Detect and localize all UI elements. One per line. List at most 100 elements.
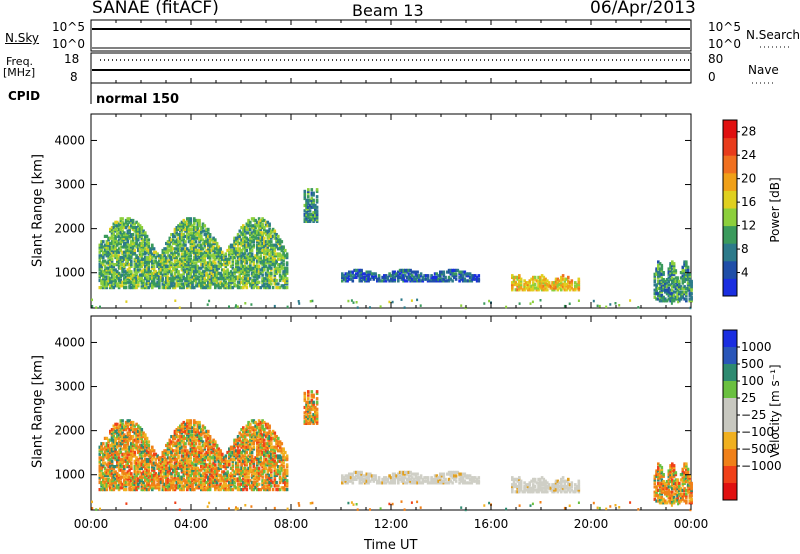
data-cell (458, 275, 461, 279)
data-cell (135, 422, 138, 426)
data-cell (205, 468, 208, 472)
data-cell (123, 282, 126, 286)
data-cell (467, 274, 470, 278)
data-cell (472, 275, 475, 279)
data-cell (561, 282, 565, 287)
data-cell (196, 472, 200, 476)
data-cell (105, 470, 109, 474)
data-cell (194, 284, 198, 288)
data-cell (187, 240, 191, 244)
data-cell (658, 293, 662, 298)
data-cell (200, 286, 203, 290)
data-cell (130, 261, 133, 265)
data-cell (158, 473, 161, 477)
data-cell (205, 452, 208, 456)
data-cell (194, 271, 198, 275)
data-cell (110, 456, 114, 460)
data-cell (121, 280, 124, 284)
data-cell (460, 274, 463, 278)
data-cell (119, 424, 123, 428)
data-cell (186, 231, 189, 235)
data-cell (114, 240, 117, 244)
data-cell (119, 222, 123, 226)
data-cell (123, 241, 126, 246)
data-cell (137, 484, 140, 488)
data-cell (200, 254, 203, 258)
data-cell (224, 257, 228, 261)
data-cell (124, 245, 128, 249)
data-cell (116, 463, 119, 467)
data-cell (678, 285, 681, 289)
data-cell (280, 266, 284, 270)
data-cell (112, 456, 116, 460)
data-cell (203, 241, 207, 246)
data-cell (235, 250, 238, 254)
data-cell (433, 275, 437, 279)
data-cell (280, 247, 284, 251)
data-cell (123, 475, 126, 479)
data-cell (261, 238, 264, 242)
data-cell (128, 480, 131, 485)
data-cell (242, 271, 245, 275)
data-cell (219, 463, 222, 467)
data-cell (144, 259, 147, 263)
data-cell (518, 281, 521, 285)
data-cell (257, 266, 261, 270)
data-cell (655, 297, 658, 301)
data-cell (172, 449, 175, 453)
data-cell (231, 473, 235, 477)
data-cell (112, 240, 116, 244)
data-cell (207, 245, 210, 249)
data-cell (540, 286, 544, 290)
data-cell (149, 449, 152, 453)
data-cell (261, 273, 264, 277)
data-cell (191, 284, 194, 288)
data-cell (128, 428, 131, 432)
data-cell (679, 290, 683, 294)
data-cell (177, 236, 180, 240)
data-cell (170, 280, 173, 284)
data-cell (252, 268, 256, 272)
data-cell (250, 303, 253, 306)
data-cell (130, 218, 133, 223)
data-cell (161, 488, 165, 492)
data-cell (103, 252, 107, 256)
data-cell (271, 252, 275, 256)
data-cell (116, 233, 119, 237)
data-cell (377, 277, 381, 281)
data-cell (203, 245, 207, 249)
data-cell (119, 284, 123, 288)
data-cell (117, 424, 121, 428)
data-cell (128, 248, 131, 253)
data-cell (144, 477, 147, 481)
data-cell (518, 284, 521, 288)
data-cell (98, 254, 102, 258)
data-cell (207, 433, 210, 437)
data-cell (194, 229, 198, 233)
data-cell (669, 274, 672, 278)
data-cell (137, 461, 140, 465)
data-cell (215, 447, 219, 451)
data-cell (140, 428, 144, 432)
data-cell (662, 295, 665, 299)
data-cell (245, 277, 249, 281)
data-cell (114, 442, 117, 446)
data-cell (312, 200, 315, 204)
data-cell (660, 286, 664, 290)
data-cell (310, 202, 314, 206)
data-cell (217, 282, 221, 286)
data-cell (208, 468, 212, 472)
data-cell (107, 270, 110, 274)
data-cell (130, 280, 133, 284)
data-cell (266, 257, 270, 261)
data-cell (135, 264, 138, 268)
data-cell (672, 299, 676, 303)
data-cell (212, 443, 215, 448)
data-cell (229, 282, 233, 286)
data-cell (180, 445, 184, 449)
data-cell (119, 240, 123, 244)
data-cell (175, 248, 179, 253)
data-cell (280, 240, 284, 244)
data-cell (145, 472, 149, 476)
data-cell (182, 443, 186, 448)
